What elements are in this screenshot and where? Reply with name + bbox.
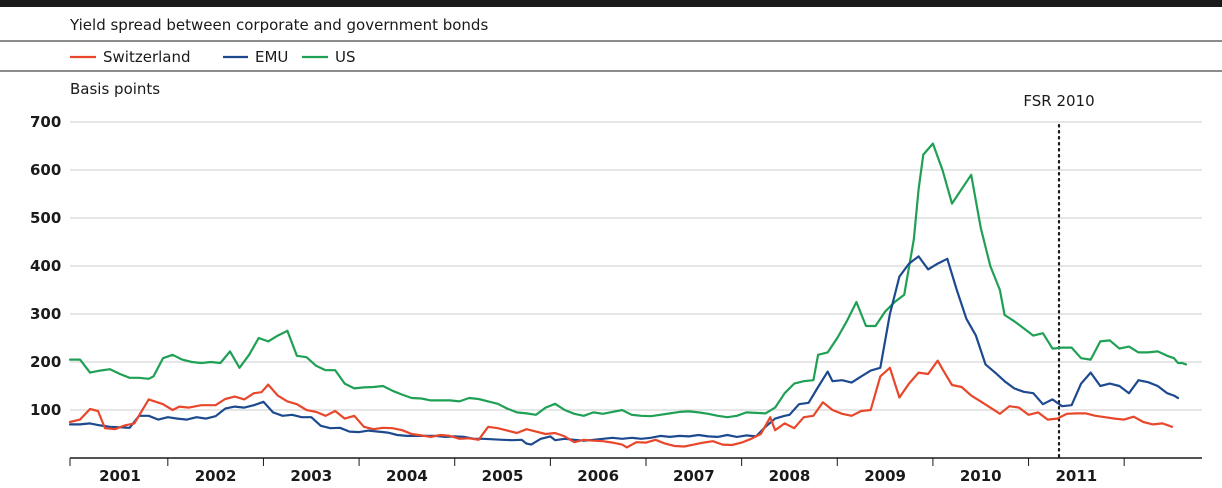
top-bar	[0, 0, 1222, 7]
x-axis: 2001 2002 2003 2004 2005 2006 2007 2008 2009 2010…	[69, 457, 1202, 485]
x-tick-label-2011: 2011	[1055, 467, 1097, 485]
y-tick-label-600: 600	[30, 161, 61, 179]
legend-label-switzerland: Switzerland	[103, 48, 191, 66]
y-tick-label-200: 200	[30, 353, 61, 371]
x-tick-label-2007: 2007	[673, 467, 715, 485]
legend-label-us: US	[335, 48, 356, 66]
series-line-us	[68, 142, 1188, 419]
x-tick-label-2006: 2006	[577, 467, 619, 485]
series-lines	[68, 142, 1188, 449]
y-tick-label-400: 400	[30, 257, 61, 275]
x-tick-label-2004: 2004	[386, 467, 428, 485]
y-tick-label-100: 100	[30, 401, 61, 419]
series-line-emu	[68, 255, 1180, 446]
annotation: FSR 2010	[1023, 92, 1095, 460]
y-tick-label-700: 700	[30, 113, 61, 131]
legend-label-emu: EMU	[255, 48, 288, 66]
x-tick-label-2008: 2008	[769, 467, 811, 485]
series-line-switzerland	[68, 359, 1174, 449]
annotation-label: FSR 2010	[1023, 92, 1094, 110]
x-tick-label-2005: 2005	[482, 467, 524, 485]
y-axis-label: Basis points	[70, 80, 160, 98]
chart-title: Yield spread between corporate and gover…	[69, 16, 488, 34]
legend: Switzerland EMU US	[70, 48, 356, 66]
x-tick-label-2010: 2010	[960, 467, 1002, 485]
x-tick-label-2002: 2002	[195, 467, 237, 485]
y-tick-labels: 100 200 300 400 500 600 700	[30, 113, 61, 419]
x-tick-label-2001: 2001	[99, 467, 141, 485]
y-tick-label-500: 500	[30, 209, 61, 227]
gridlines	[70, 121, 1202, 411]
x-tick-label-2009: 2009	[864, 467, 906, 485]
y-tick-label-300: 300	[30, 305, 61, 323]
x-tick-label-2003: 2003	[290, 467, 332, 485]
